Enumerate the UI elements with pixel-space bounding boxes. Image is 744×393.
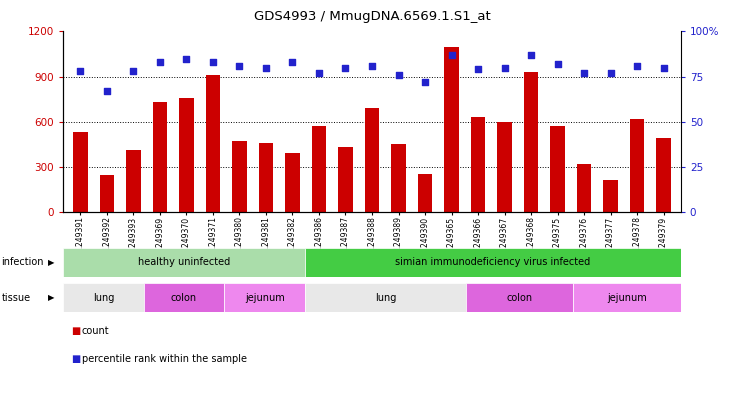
Bar bbox=[312, 126, 327, 212]
Bar bbox=[629, 119, 644, 212]
Point bbox=[605, 70, 617, 76]
Point bbox=[101, 88, 113, 94]
Bar bbox=[285, 153, 300, 212]
Point bbox=[525, 52, 537, 58]
Bar bbox=[153, 102, 167, 212]
Text: ▶: ▶ bbox=[48, 258, 55, 267]
Bar bbox=[63, 248, 305, 277]
Point bbox=[446, 52, 458, 58]
Point bbox=[207, 59, 219, 65]
Point bbox=[498, 64, 510, 71]
Text: count: count bbox=[82, 326, 109, 336]
Bar bbox=[73, 132, 88, 212]
Bar bbox=[497, 122, 512, 212]
Bar bbox=[100, 175, 115, 212]
Point bbox=[578, 70, 590, 76]
Bar bbox=[339, 147, 353, 212]
Bar bbox=[577, 164, 591, 212]
Point bbox=[551, 61, 563, 67]
Bar bbox=[144, 283, 225, 312]
Bar bbox=[205, 75, 220, 212]
Bar bbox=[225, 283, 305, 312]
Text: ■: ■ bbox=[71, 326, 80, 336]
Text: ▶: ▶ bbox=[48, 293, 55, 302]
Point bbox=[154, 59, 166, 65]
Text: simian immunodeficiency virus infected: simian immunodeficiency virus infected bbox=[395, 257, 591, 267]
Point bbox=[286, 59, 298, 65]
Text: lung: lung bbox=[93, 293, 114, 303]
Point bbox=[366, 62, 378, 69]
Bar bbox=[63, 283, 144, 312]
Bar bbox=[603, 180, 618, 212]
Bar bbox=[126, 150, 141, 212]
Bar bbox=[365, 108, 379, 212]
Point bbox=[313, 70, 325, 76]
Point bbox=[181, 55, 193, 62]
Bar bbox=[656, 138, 671, 212]
Point bbox=[419, 79, 431, 85]
Text: healthy uninfected: healthy uninfected bbox=[138, 257, 230, 267]
Text: lung: lung bbox=[375, 293, 396, 303]
Point bbox=[393, 72, 405, 78]
Point bbox=[658, 64, 670, 71]
Bar bbox=[232, 141, 247, 212]
Bar bbox=[391, 144, 405, 212]
Text: jejunum: jejunum bbox=[607, 293, 647, 303]
Point bbox=[631, 62, 643, 69]
Bar bbox=[417, 174, 432, 212]
Bar bbox=[259, 143, 273, 212]
Text: GDS4993 / MmugDNA.6569.1.S1_at: GDS4993 / MmugDNA.6569.1.S1_at bbox=[254, 10, 490, 23]
Text: ■: ■ bbox=[71, 354, 80, 364]
Point bbox=[339, 64, 351, 71]
Text: colon: colon bbox=[171, 293, 197, 303]
Text: tissue: tissue bbox=[1, 293, 31, 303]
Point bbox=[234, 62, 246, 69]
Text: infection: infection bbox=[1, 257, 44, 267]
Point bbox=[472, 66, 484, 73]
Bar bbox=[471, 117, 485, 212]
Point bbox=[127, 68, 139, 74]
Point bbox=[260, 64, 272, 71]
Bar bbox=[574, 283, 681, 312]
Text: percentile rank within the sample: percentile rank within the sample bbox=[82, 354, 247, 364]
Bar bbox=[305, 248, 681, 277]
Bar bbox=[524, 72, 539, 212]
Bar bbox=[444, 46, 459, 212]
Text: colon: colon bbox=[507, 293, 533, 303]
Text: jejunum: jejunum bbox=[245, 293, 284, 303]
Point bbox=[74, 68, 86, 74]
Bar bbox=[179, 99, 193, 212]
Bar bbox=[305, 283, 466, 312]
Bar bbox=[551, 126, 565, 212]
Bar bbox=[466, 283, 574, 312]
